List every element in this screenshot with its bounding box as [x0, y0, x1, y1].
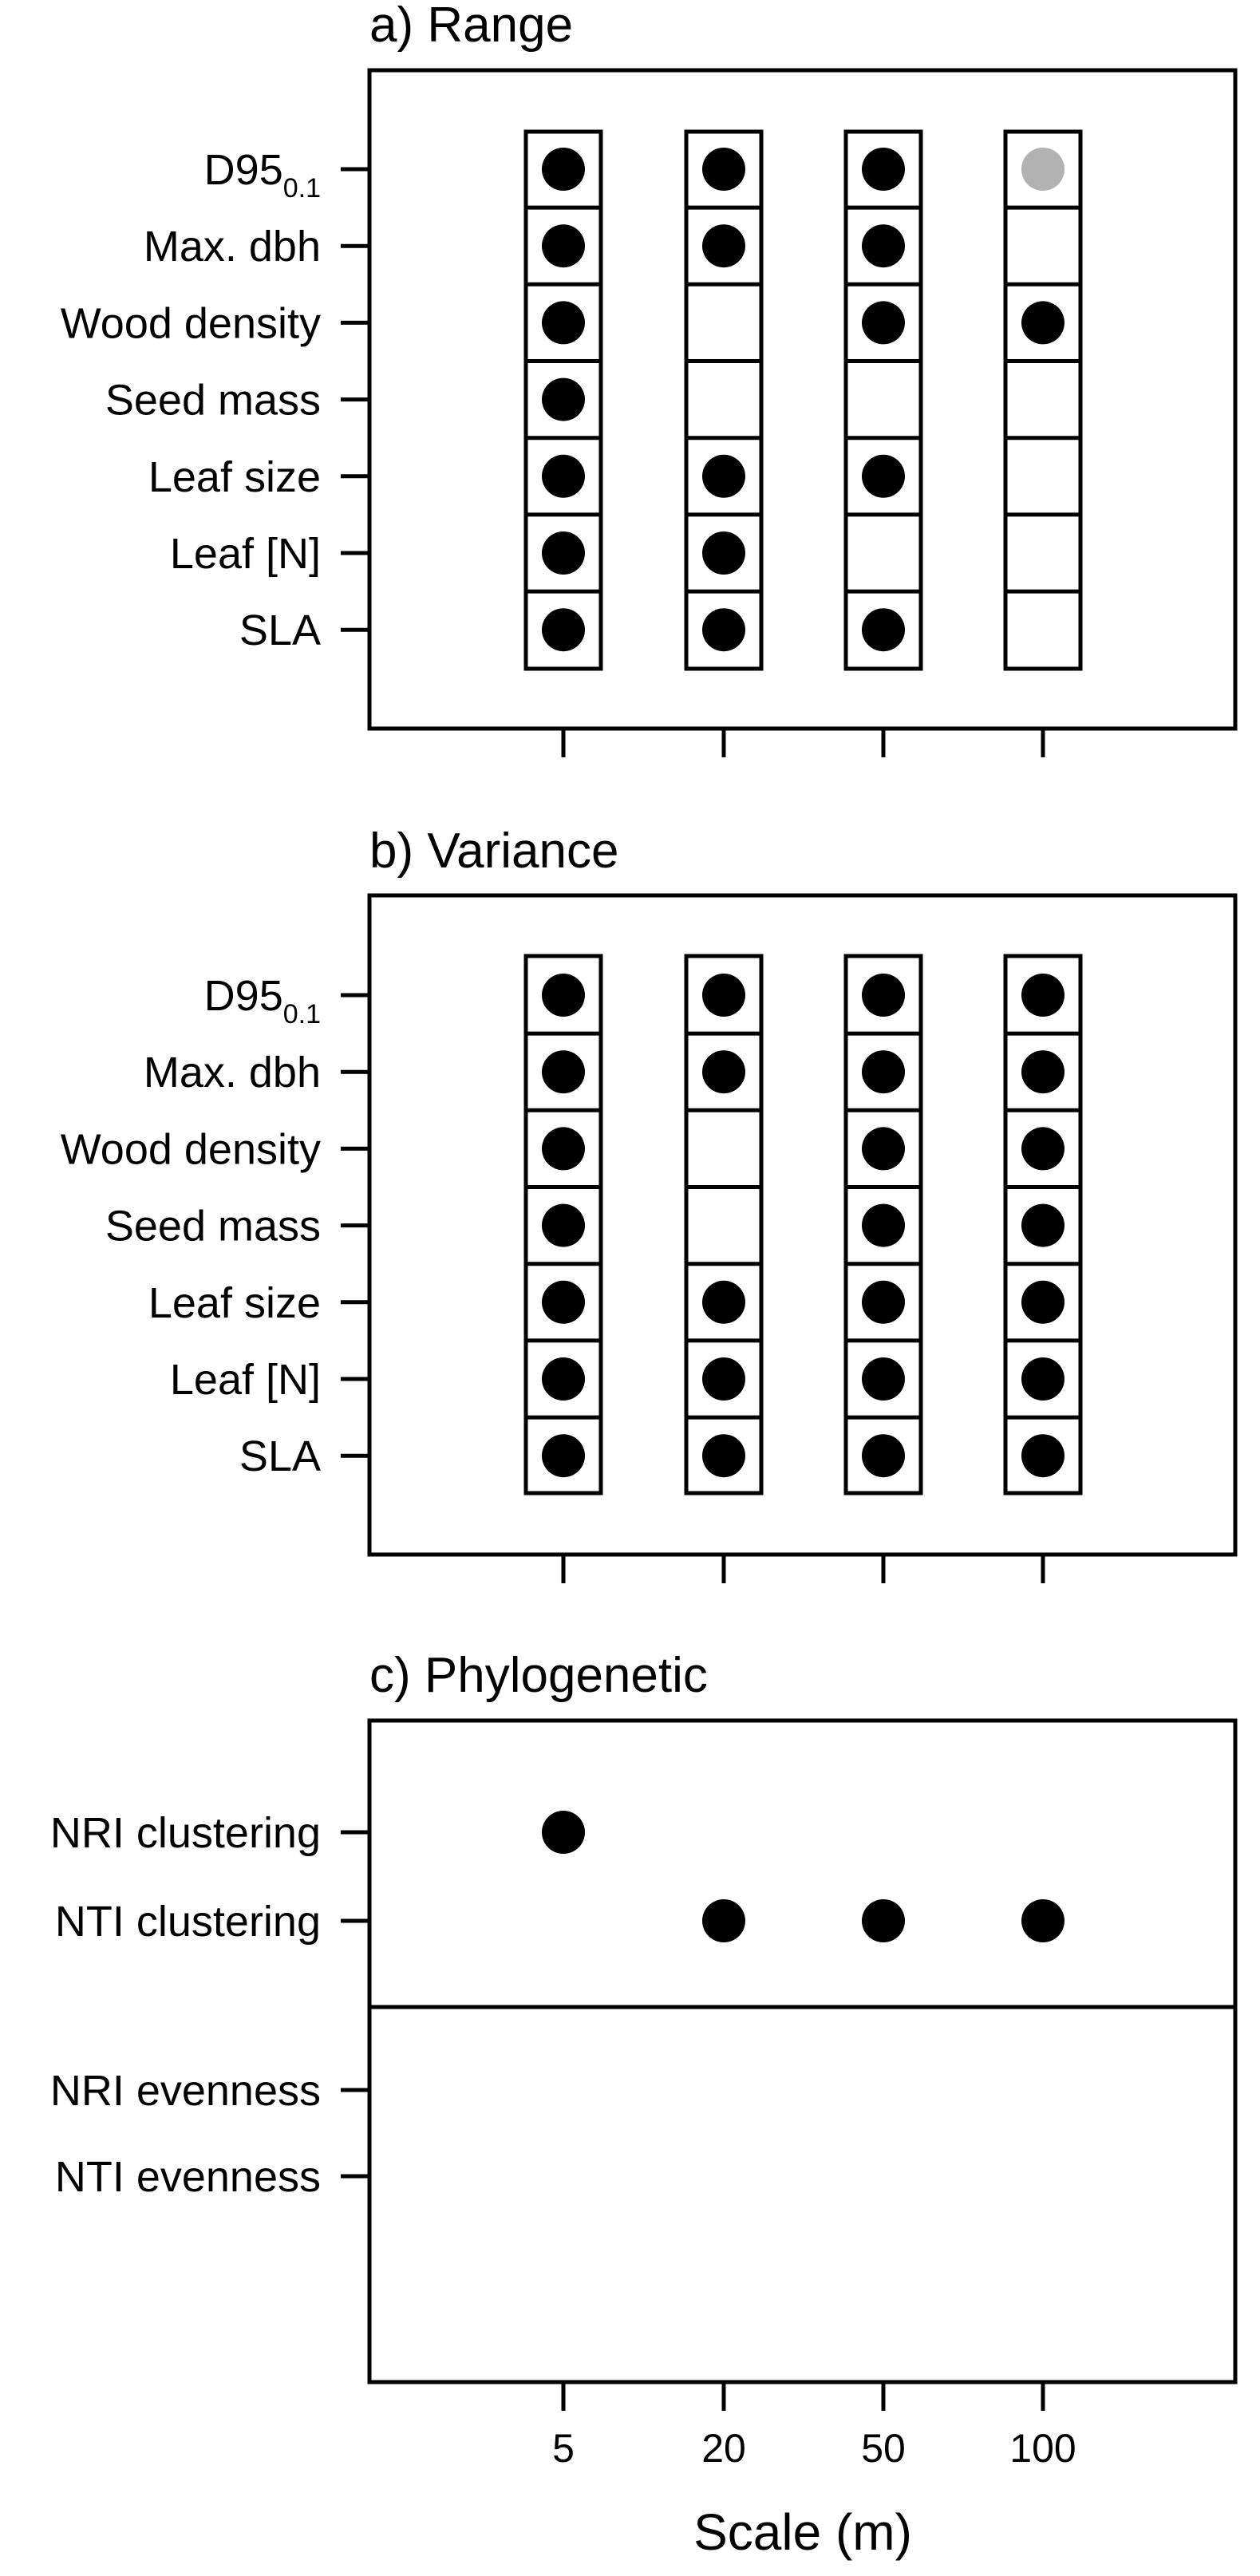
- variance-dot-seed-mass-100: [1021, 1203, 1064, 1247]
- range-frame: [367, 68, 1238, 731]
- variance-row-label-leaf-size: Leaf size: [148, 1279, 321, 1327]
- variance-dot-d95-20: [702, 974, 745, 1017]
- phylogenetic-dot-nti-clustering-50: [862, 1899, 905, 1942]
- variance-dot-d95-50: [862, 974, 905, 1017]
- variance-column-box-5: [523, 954, 603, 1495]
- variance-dot-leaf-size-50: [862, 1280, 905, 1324]
- variance-dot-max-dbh-100: [1021, 1050, 1064, 1094]
- variance-dot-sla-20: [702, 1434, 745, 1478]
- x-tick-label-5: 5: [552, 2426, 575, 2471]
- variance-dot-max-dbh-50: [862, 1050, 905, 1094]
- variance-dot-leaf-size-20: [702, 1280, 745, 1324]
- range-dot-sla-50: [862, 608, 905, 652]
- phylogenetic-row-label-nri-clustering: NRI clustering: [50, 1809, 321, 1857]
- phylogenetic-row-label-nri-evenness: NRI evenness: [50, 2067, 321, 2115]
- variance-row-label-seed-mass: Seed mass: [105, 1203, 321, 1250]
- range-dot-sla-5: [542, 608, 585, 652]
- variance-dot-wood-density-100: [1021, 1127, 1064, 1171]
- x-tick-label-20: 20: [701, 2426, 746, 2471]
- variance-row-label-sla: SLA: [239, 1432, 321, 1480]
- range-dot-leaf-size-20: [702, 454, 745, 498]
- range-row-label-sla: SLA: [239, 606, 321, 654]
- range-column-box-20: [684, 129, 764, 671]
- x-axis: 5 20 50 100 Scale (m): [552, 2382, 1076, 2561]
- panel-phylogenetic: c) Phylogenetic NRI clustering NTI cluster…: [50, 1648, 1238, 2384]
- variance-frame: [367, 893, 1238, 1557]
- range-dot-max-dbh-50: [862, 224, 905, 268]
- range-dot-d95-50: [862, 148, 905, 191]
- range-row-label-seed-mass: Seed mass: [105, 377, 321, 425]
- range-dot-d95-5: [542, 148, 585, 191]
- panel-range: a) Range D950.1 Max. dbh Wood density Seed m…: [61, 0, 1238, 757]
- x-tick-label-100: 100: [1009, 2426, 1076, 2471]
- range-column-box-50: [843, 129, 923, 671]
- variance-dot-leaf-n-20: [702, 1357, 745, 1401]
- variance-row-label-d95: D950.1: [204, 972, 321, 1029]
- variance-dot-max-dbh-5: [542, 1050, 585, 1094]
- variance-column-box-20: [684, 954, 764, 1495]
- phylogenetic-frame: [367, 1718, 1238, 2384]
- phylogenetic-dot-nti-clustering-20: [702, 1899, 745, 1942]
- phylogenetic-row-label-nti-clustering: NTI clustering: [55, 1898, 321, 1946]
- variance-dot-seed-mass-50: [862, 1203, 905, 1247]
- variance-dot-sla-50: [862, 1434, 905, 1478]
- range-dot-d95-20: [702, 148, 745, 191]
- range-row-label-leaf-n: Leaf [N]: [170, 530, 321, 578]
- variance-row-label-max-dbh: Max. dbh: [144, 1049, 321, 1096]
- variance-dot-leaf-size-100: [1021, 1280, 1064, 1324]
- range-dot-d95-100: [1021, 148, 1064, 191]
- x-axis-title: Scale (m): [693, 2503, 912, 2561]
- variance-dot-seed-mass-5: [542, 1203, 585, 1247]
- range-dot-max-dbh-5: [542, 224, 585, 268]
- phylogenetic-dot-nti-clustering-100: [1021, 1899, 1064, 1942]
- phylogenetic-row-label-nti-evenness: NTI evenness: [55, 2153, 321, 2201]
- range-column-box-5: [523, 129, 603, 671]
- range-row-label-max-dbh: Max. dbh: [144, 223, 321, 271]
- variance-dot-leaf-n-5: [542, 1357, 585, 1401]
- variance-dot-leaf-n-50: [862, 1357, 905, 1401]
- variance-dot-wood-density-5: [542, 1127, 585, 1171]
- variance-dot-sla-5: [542, 1434, 585, 1478]
- range-dot-max-dbh-20: [702, 224, 745, 268]
- range-dot-seed-mass-5: [542, 377, 585, 421]
- range-dot-leaf-n-20: [702, 531, 745, 575]
- range-dot-sla-20: [702, 608, 745, 652]
- variance-row-label-leaf-n: Leaf [N]: [170, 1356, 321, 1404]
- variance-dot-leaf-size-5: [542, 1280, 585, 1324]
- range-dot-leaf-size-5: [542, 454, 585, 498]
- range-row-label-d95: D950.1: [204, 146, 321, 203]
- x-tick-label-50: 50: [861, 2426, 906, 2471]
- variance-dot-leaf-n-100: [1021, 1357, 1064, 1401]
- range-dot-leaf-size-50: [862, 454, 905, 498]
- variance-dot-d95-5: [542, 974, 585, 1017]
- variance-title: b) Variance: [369, 824, 618, 879]
- variance-column-box-50: [843, 954, 923, 1495]
- variance-column-box-100: [1003, 954, 1083, 1495]
- variance-dot-max-dbh-20: [702, 1050, 745, 1094]
- range-row-label-leaf-size: Leaf size: [148, 453, 321, 501]
- phylogenetic-title: c) Phylogenetic: [369, 1648, 708, 1703]
- range-row-label-wood-density: Wood density: [61, 299, 321, 347]
- variance-dot-sla-100: [1021, 1434, 1064, 1478]
- variance-dot-wood-density-50: [862, 1127, 905, 1171]
- range-dot-leaf-n-5: [542, 531, 585, 575]
- range-dot-wood-density-5: [542, 301, 585, 345]
- variance-dot-d95-100: [1021, 974, 1064, 1017]
- phylogenetic-dot-nri-clustering-5: [542, 1811, 585, 1854]
- range-dot-wood-density-50: [862, 301, 905, 345]
- range-dot-wood-density-100: [1021, 301, 1064, 345]
- range-title: a) Range: [369, 0, 573, 53]
- variance-row-label-wood-density: Wood density: [61, 1125, 321, 1173]
- panel-variance: b) Variance D950.1 Max. dbh Wood density See…: [61, 824, 1238, 1583]
- range-column-box-100: [1003, 129, 1083, 671]
